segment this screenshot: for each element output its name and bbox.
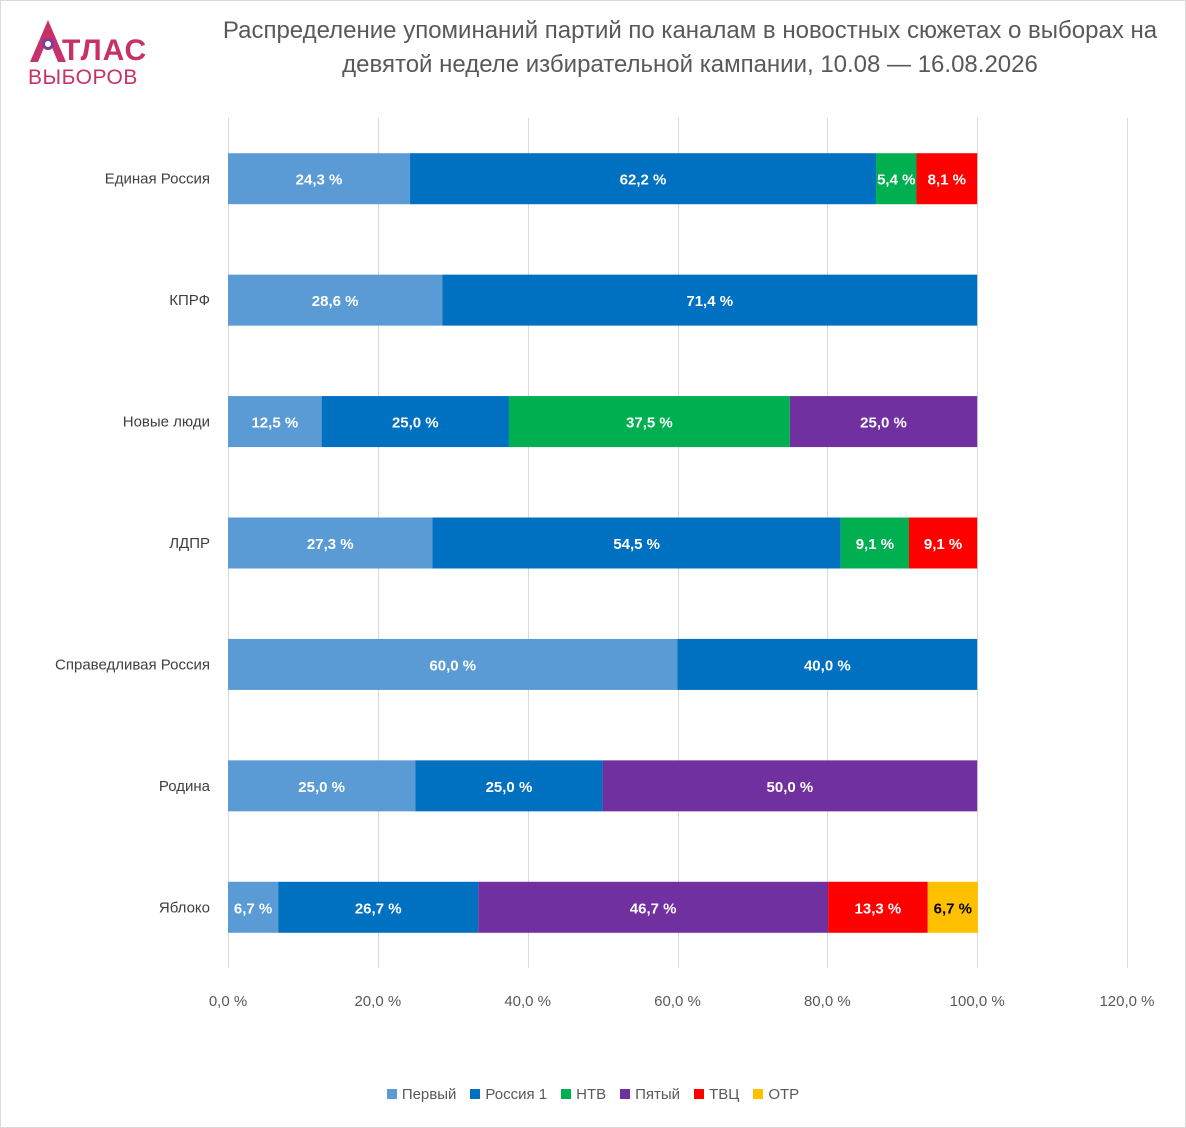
legend: Первый Россия 1 НТВ Пятый ТВЦ ОТР [0, 1086, 1186, 1103]
rocket-a-icon [30, 20, 66, 62]
logo-top-text: ТЛАС [62, 34, 148, 67]
chart-title: Распределение упоминаний партий по канал… [222, 17, 1158, 78]
legend-label: Россия 1 [485, 1086, 548, 1103]
bar-segment [228, 396, 322, 448]
bar-segment [432, 517, 841, 569]
bar-segment [478, 881, 829, 933]
category-label: Единая Россия [105, 171, 210, 188]
bar-data-label: 6,7 % [234, 900, 272, 917]
bar-segment [927, 881, 978, 933]
bar-data-label: 71,4 % [686, 293, 733, 310]
bar-segment [228, 153, 411, 205]
x-tick-label: 80,0 % [804, 993, 851, 1010]
legend-swatch [694, 1089, 705, 1099]
atlas-vyborov-logo: ТЛАС ВЫБОРОВ [26, 18, 156, 90]
bar-segment [828, 881, 928, 933]
legend-item: Россия 1 [470, 1086, 547, 1103]
bar-data-label: 25,0 % [486, 779, 533, 796]
bar-data-label: 9,1 % [924, 536, 962, 553]
category-label: ЛДПР [169, 535, 210, 552]
bar-segment [410, 153, 877, 205]
x-tick-label: 20,0 % [354, 993, 401, 1010]
bar-segment [228, 881, 279, 933]
bar-data-label: 5,4 % [877, 172, 915, 189]
category-label: КПРФ [169, 292, 210, 309]
x-tick-label: 0,0 % [209, 993, 247, 1010]
legend-label: Пятый [635, 1086, 681, 1103]
legend-swatch [620, 1089, 631, 1099]
legend-label: Первый [401, 1086, 457, 1103]
legend-label: ТВЦ [709, 1086, 740, 1103]
bar-segment [876, 153, 917, 205]
bar-data-label: 27,3 % [307, 536, 354, 553]
legend-swatch [470, 1089, 481, 1099]
bar-data-label: 8,1 % [928, 172, 966, 189]
bar-segment [908, 517, 978, 569]
x-tick-label: 40,0 % [504, 993, 551, 1010]
legend-item: ТВЦ [694, 1086, 739, 1103]
bar-data-label: 25,0 % [298, 779, 345, 796]
bar-data-label: 12,5 % [251, 415, 298, 432]
legend-swatch [386, 1089, 397, 1099]
bar-data-label: 62,2 % [620, 172, 667, 189]
bar-data-label: 26,7 % [355, 900, 402, 917]
legend-item: НТВ [561, 1086, 606, 1103]
bar-segment [508, 396, 790, 448]
bars: 24,3 % 62,2 % 5,4 % 8,1 % 28,6 % 71,4 % 12,5 %… [228, 153, 978, 933]
bar-data-label: 6,7 % [934, 900, 972, 917]
legend-item: Первый [386, 1086, 457, 1103]
category-labels: Единая Россия КПРФ Новые люди ЛДПР Справедли… [55, 171, 211, 917]
x-tick-label: 120,0 % [1099, 993, 1154, 1010]
legend-label: НТВ [576, 1086, 607, 1103]
bar-data-label: 50,0 % [767, 779, 814, 796]
bar-segment [602, 760, 978, 812]
bar-segment [415, 760, 603, 812]
x-tick-label: 60,0 % [654, 993, 701, 1010]
bar-data-label: 28,6 % [312, 293, 359, 310]
bar-segment [916, 153, 978, 205]
x-tick-label: 100,0 % [950, 993, 1005, 1010]
legend-swatch [753, 1089, 764, 1099]
bar-segment [228, 760, 416, 812]
legend-label: ОТР [768, 1086, 800, 1103]
logo-bottom-text: ВЫБОРОВ [28, 66, 138, 89]
bar-segment [442, 274, 978, 326]
legend-item: Пятый [620, 1086, 680, 1103]
bar-data-label: 54,5 % [613, 536, 660, 553]
bar-segment [228, 638, 678, 690]
bar-data-label: 24,3 % [296, 172, 343, 189]
bar-segment [677, 638, 978, 690]
x-axis-tick-labels: 0,0 % 20,0 % 40,0 % 60,0 % 80,0 % 100,0 % 120,… [209, 993, 1155, 1010]
bar-segment [278, 881, 479, 933]
category-label: Справедливая Россия [55, 656, 210, 673]
bar-segment [228, 274, 443, 326]
bar-segment [228, 517, 433, 569]
legend-item: ОТР [753, 1086, 799, 1103]
bar-data-label: 25,0 % [860, 415, 907, 432]
category-label: Яблоко [159, 899, 210, 916]
bar-data-label: 13,3 % [855, 900, 902, 917]
bar-segment [840, 517, 909, 569]
bar-data-label: 37,5 % [626, 415, 673, 432]
category-label: Новые люди [123, 414, 210, 431]
bar-segment [789, 396, 978, 448]
legend-swatch [561, 1089, 572, 1099]
category-label: Родина [159, 778, 211, 795]
bar-data-label: 46,7 % [630, 900, 677, 917]
bar-data-label: 60,0 % [429, 657, 476, 674]
bar-data-label: 25,0 % [392, 415, 439, 432]
bar-data-label: 40,0 % [804, 657, 851, 674]
bar-segment [321, 396, 509, 448]
bar-data-label: 9,1 % [856, 536, 894, 553]
